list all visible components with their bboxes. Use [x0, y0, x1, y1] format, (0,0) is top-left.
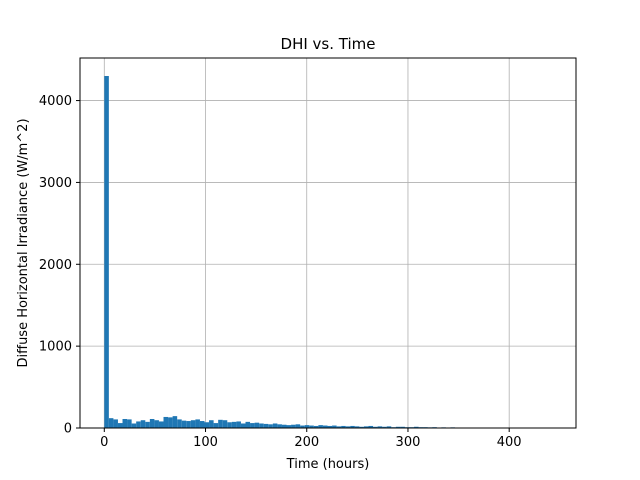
histogram-bar [373, 426, 378, 428]
histogram-bar [227, 422, 232, 428]
histogram-bar [240, 423, 246, 428]
histogram-bar [395, 426, 401, 428]
histogram-bar [177, 419, 182, 428]
histogram-bar [131, 423, 137, 428]
histogram-bar [195, 419, 200, 428]
histogram-bar [199, 421, 205, 428]
histogram-bar [213, 423, 219, 428]
histogram-bar [322, 425, 328, 428]
histogram-bar [259, 423, 264, 428]
histogram-bar [327, 425, 333, 428]
histogram-bar [336, 426, 342, 428]
histogram-bar [295, 424, 301, 428]
y-tick-label: 4000 [39, 94, 72, 109]
histogram-bar [127, 419, 132, 428]
histogram-bar [190, 420, 196, 428]
plot-area-frame [79, 57, 577, 429]
histogram-bar [168, 417, 173, 428]
x-tick-label: 100 [193, 435, 218, 450]
y-tick-label: 2000 [39, 258, 72, 273]
y-axis-label: Diffuse Horizontal Irradiance (W/m^2) [16, 118, 31, 367]
y-tick-label: 3000 [39, 176, 72, 191]
histogram-bar [359, 426, 364, 428]
histogram-bar [122, 418, 128, 428]
histogram-bar [263, 423, 269, 428]
histogram-bar [218, 419, 223, 428]
histogram-bar [163, 416, 169, 428]
x-tick-label: 400 [497, 435, 522, 450]
histogram-bar [350, 425, 355, 428]
y-tick-label: 1000 [39, 340, 72, 355]
x-axis-label: Time (hours) [286, 457, 370, 472]
histogram-bar [313, 425, 319, 428]
histogram-bar [382, 426, 387, 428]
chart-title: DHI vs. Time [281, 35, 376, 53]
histogram-bar [345, 426, 351, 428]
histogram-bar [268, 424, 273, 428]
histogram-bar [332, 425, 337, 428]
histogram-bar [377, 426, 383, 428]
histogram-bar [291, 424, 296, 428]
histogram-bar [140, 420, 146, 428]
histogram-bar [277, 424, 282, 428]
histogram-bar [250, 423, 255, 428]
x-tick-label: 0 [100, 435, 108, 450]
histogram-bar [341, 425, 346, 428]
histogram-bar [304, 425, 310, 428]
histogram-bar [108, 418, 114, 428]
histogram-bar [400, 426, 405, 428]
histogram-bar [354, 426, 360, 428]
y-axis-ticks: 0 1000 2000 3000 4000 [39, 94, 80, 437]
x-tick-label: 300 [396, 435, 421, 450]
x-axis-ticks: 0 100 200 300 400 [100, 428, 522, 450]
x-tick-label: 200 [294, 435, 319, 450]
histogram-bar [113, 419, 118, 428]
histogram-bar [272, 423, 278, 428]
histogram-bar [209, 420, 214, 428]
histogram-bar [236, 421, 241, 428]
histogram-bar [104, 76, 109, 428]
y-tick-label: 0 [64, 422, 72, 437]
histogram-bar [154, 420, 159, 428]
histogram-bar [318, 425, 323, 428]
histogram-bars [104, 76, 556, 428]
histogram-bar [149, 418, 155, 428]
histogram-bar [363, 426, 369, 428]
histogram-bar [300, 425, 305, 428]
histogram-bar [286, 425, 292, 428]
histogram-bar [231, 421, 237, 428]
histogram-bar [281, 424, 287, 428]
histogram-bar [222, 420, 228, 428]
histogram-bar [186, 421, 191, 428]
histogram-bar [414, 426, 419, 428]
histogram-bar [309, 425, 314, 428]
histogram-bar [254, 422, 260, 428]
histogram-bar [245, 421, 251, 428]
histogram-bar [204, 422, 210, 428]
histogram-bar [158, 421, 164, 428]
histogram-bar [117, 423, 123, 428]
histogram-bar [181, 420, 187, 428]
histogram-bar [368, 425, 374, 428]
histogram-bar [386, 426, 392, 428]
histogram-bar [172, 416, 178, 428]
histogram-bar [136, 421, 141, 428]
histogram-bar [145, 421, 150, 428]
